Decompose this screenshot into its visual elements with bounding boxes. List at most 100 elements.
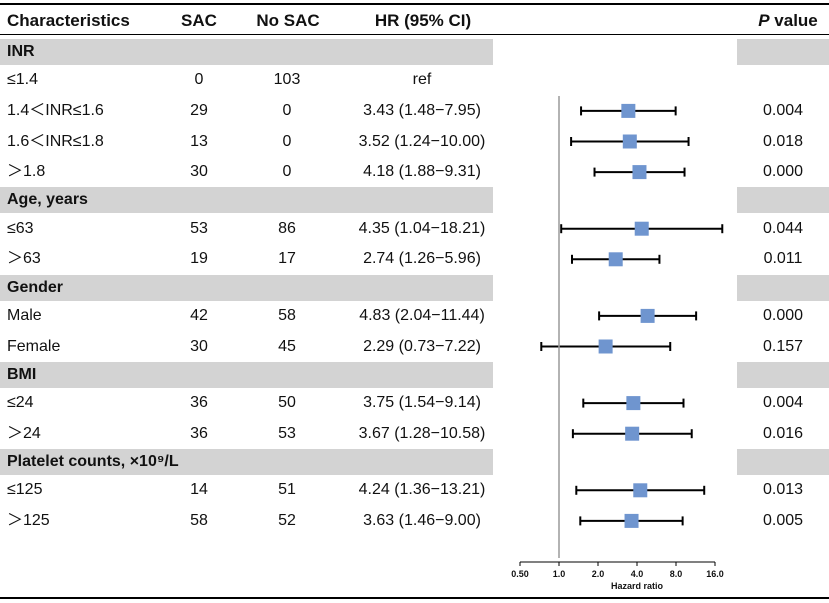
row-no-sac: 0 bbox=[282, 101, 292, 119]
group-label-1: Age, years bbox=[7, 191, 88, 209]
hr-point bbox=[622, 134, 637, 149]
group-label-3: BMI bbox=[7, 365, 37, 383]
x-tick-label: 16.0 bbox=[706, 569, 724, 579]
row-hr-ci: 3.43 (1.48−7.95) bbox=[363, 101, 481, 119]
row-label: ≤24 bbox=[7, 394, 34, 412]
row-sac: 0 bbox=[194, 71, 204, 89]
row-hr-ci: 4.35 (1.04−18.21) bbox=[358, 219, 486, 237]
row-sac: 53 bbox=[190, 219, 208, 237]
header-no-sac: No SAC bbox=[256, 11, 320, 30]
row-sac: 13 bbox=[190, 132, 208, 150]
group-band-4 bbox=[0, 449, 493, 475]
row-hr-ci: 3.67 (1.28−10.58) bbox=[358, 424, 486, 442]
header-sac: SAC bbox=[181, 11, 217, 30]
row-hr-ci: 2.74 (1.26−5.96) bbox=[363, 250, 481, 268]
row-hr-ci: ref bbox=[412, 71, 432, 89]
row-no-sac: 0 bbox=[282, 132, 292, 150]
x-tick-label: 4.0 bbox=[630, 569, 644, 579]
row-hr-ci: 4.18 (1.88−9.31) bbox=[363, 163, 481, 181]
x-tick-label: 0.50 bbox=[511, 569, 529, 579]
group-band-0 bbox=[0, 39, 493, 65]
hr-point bbox=[626, 396, 641, 411]
header-rule bbox=[0, 34, 829, 35]
hr-point bbox=[632, 165, 647, 180]
row-sac: 14 bbox=[190, 481, 208, 499]
row-p-value: 0.011 bbox=[763, 250, 803, 268]
row-sac: 36 bbox=[190, 394, 208, 412]
row-label: ≤63 bbox=[7, 219, 34, 237]
row-label: 1.4＜INR≤1.6 bbox=[7, 101, 104, 119]
row-sac: 36 bbox=[190, 424, 208, 442]
header-p-suffix: value bbox=[769, 11, 818, 30]
hr-point bbox=[634, 221, 649, 236]
row-no-sac: 0 bbox=[282, 163, 292, 181]
hr-point bbox=[608, 252, 623, 267]
row-no-sac: 103 bbox=[273, 71, 301, 89]
row-sac: 42 bbox=[190, 306, 208, 324]
row-no-sac: 17 bbox=[278, 250, 296, 268]
x-tick-label: 2.0 bbox=[591, 569, 605, 579]
hr-point bbox=[633, 483, 648, 498]
group-band-p-2 bbox=[737, 274, 829, 301]
row-hr-ci: 3.63 (1.46−9.00) bbox=[363, 511, 481, 529]
row-hr-ci: 4.24 (1.36−13.21) bbox=[358, 481, 486, 499]
header-characteristics: Characteristics bbox=[7, 11, 130, 30]
group-band-p-1 bbox=[737, 187, 829, 214]
hr-point bbox=[598, 339, 613, 354]
row-no-sac: 58 bbox=[278, 306, 296, 324]
row-sac: 19 bbox=[190, 250, 208, 268]
row-no-sac: 50 bbox=[278, 394, 296, 412]
header-p-value: P value bbox=[748, 11, 828, 31]
row-p-value: 0.016 bbox=[762, 424, 804, 442]
hr-point bbox=[624, 513, 639, 528]
row-no-sac: 45 bbox=[278, 337, 296, 355]
row-p-value: 0.005 bbox=[762, 511, 804, 529]
row-hr-ci: 3.75 (1.54−9.14) bbox=[363, 394, 481, 412]
group-label-4: Platelet counts, ×10⁹/L bbox=[7, 453, 179, 470]
row-p-value: 0.004 bbox=[762, 101, 804, 119]
x-tick-label: 8.0 bbox=[669, 569, 683, 579]
group-band-p-4 bbox=[737, 449, 829, 475]
hr-point bbox=[625, 426, 640, 441]
header-p-italic: P bbox=[758, 11, 770, 30]
row-sac: 29 bbox=[190, 101, 208, 119]
row-hr-ci: 2.29 (0.73−7.22) bbox=[363, 337, 481, 355]
row-sac: 30 bbox=[190, 337, 208, 355]
group-label-0: INR bbox=[7, 43, 35, 60]
bottom-rule bbox=[0, 597, 829, 599]
row-no-sac: 53 bbox=[278, 424, 296, 442]
header-hr: HR (95% CI) bbox=[374, 11, 472, 30]
row-no-sac: 51 bbox=[278, 481, 296, 499]
row-p-value: 0.000 bbox=[762, 163, 804, 181]
row-label: ＞63 bbox=[7, 250, 41, 268]
row-label: ＞1.8 bbox=[7, 163, 46, 181]
top-rule bbox=[0, 3, 829, 5]
row-label: 1.6＜INR≤1.8 bbox=[7, 132, 104, 150]
row-label: ≤125 bbox=[7, 481, 43, 499]
group-band-p-3 bbox=[737, 361, 829, 388]
row-p-value: 0.013 bbox=[762, 481, 804, 499]
row-label: ≤1.4 bbox=[7, 71, 39, 89]
row-label: Male bbox=[7, 306, 42, 324]
x-axis-title: Hazard ratio bbox=[610, 581, 663, 591]
row-p-value: 0.004 bbox=[762, 394, 804, 412]
row-no-sac: 52 bbox=[278, 511, 296, 529]
row-label: Female bbox=[7, 337, 61, 355]
row-p-value: 0.044 bbox=[762, 219, 804, 237]
row-p-value: 0.018 bbox=[762, 132, 804, 150]
group-band-3 bbox=[0, 361, 493, 388]
group-band-p-0 bbox=[737, 39, 829, 65]
row-hr-ci: 4.83 (2.04−11.44) bbox=[359, 306, 485, 324]
hr-point bbox=[621, 103, 636, 118]
row-hr-ci: 3.52 (1.24−10.00) bbox=[358, 132, 486, 150]
row-p-value: 0.157 bbox=[762, 337, 804, 355]
hr-point bbox=[640, 308, 655, 323]
row-label: ＞24 bbox=[7, 424, 41, 442]
group-band-2 bbox=[0, 274, 493, 301]
row-sac: 58 bbox=[190, 511, 208, 529]
row-label: ＞125 bbox=[7, 511, 50, 529]
row-p-value: 0.000 bbox=[762, 306, 804, 324]
group-band-1 bbox=[0, 187, 493, 214]
